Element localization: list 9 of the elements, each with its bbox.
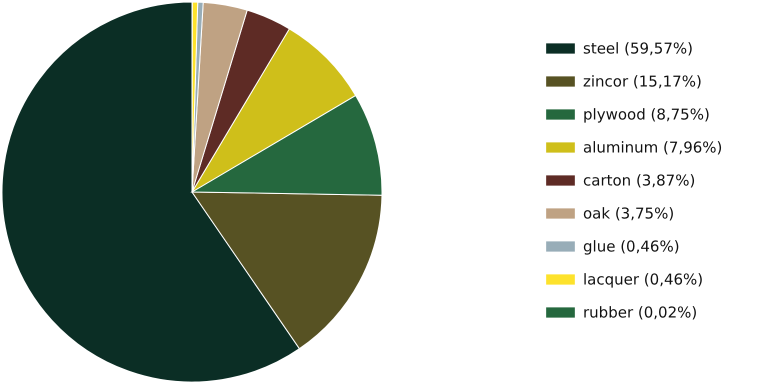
legend-label: carton (3,87%)	[583, 172, 696, 190]
legend-label: steel (59,57%)	[583, 40, 693, 58]
legend-label: plywood (8,75%)	[583, 106, 710, 124]
legend-label: oak (3,75%)	[583, 204, 674, 222]
legend-label: aluminum (7,96%)	[583, 138, 722, 156]
legend-label: rubber (0,02%)	[583, 304, 698, 322]
legend-label: lacquer (0,46%)	[583, 270, 704, 288]
legend-label: glue (0,46%)	[583, 238, 680, 256]
legend-label: zincor (15,17%)	[583, 72, 702, 90]
